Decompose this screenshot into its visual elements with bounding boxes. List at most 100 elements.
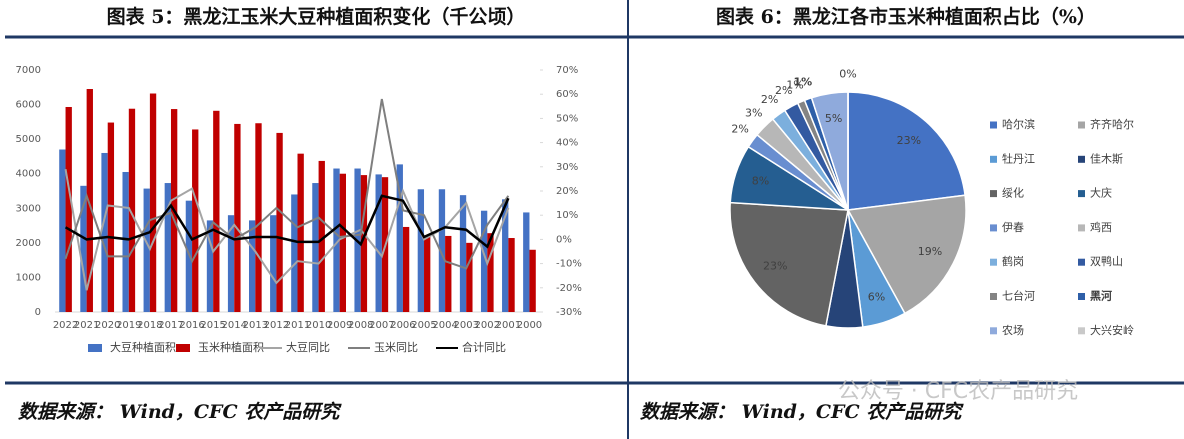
bar [213, 110, 220, 313]
data-label: 3% [745, 107, 762, 120]
x-tick-label: 2021 [74, 320, 99, 331]
legend-swatch [1078, 327, 1085, 335]
pie-slice [729, 201, 849, 327]
bar [417, 189, 425, 312]
legend-label: 大兴安岭 [1090, 323, 1134, 337]
legend-label: 合计同比 [462, 340, 506, 354]
data-label: 5% [825, 112, 842, 125]
bar [360, 175, 368, 312]
y2-tick-label: 40% [556, 138, 578, 149]
bar [270, 215, 277, 312]
bar [402, 226, 410, 312]
data-label: 19% [918, 245, 942, 258]
pie-slice [847, 91, 966, 211]
x-tick-label: 2004 [432, 320, 457, 331]
legend-swatch [990, 258, 997, 266]
legend-swatch [1078, 293, 1085, 300]
legend-swatch [990, 327, 997, 335]
x-tick-label: 2013 [243, 320, 268, 331]
x-tick-label: 2012 [264, 320, 289, 331]
legend-label: 鹤岗 [1002, 254, 1024, 268]
bar [375, 174, 382, 312]
x-tick-label: 2010 [306, 320, 331, 331]
data-label: 2% [731, 123, 748, 136]
x-tick-label: 2009 [327, 320, 352, 331]
x-tick-label: 2007 [369, 320, 394, 331]
legend-label: 佳木斯 [1090, 151, 1123, 165]
y2-tick-label: 0% [556, 234, 572, 245]
legend-swatch [990, 224, 997, 232]
legend-swatch [990, 190, 997, 198]
bar [466, 242, 473, 312]
bar [529, 249, 536, 312]
data-label: 1% [786, 79, 803, 92]
bar [291, 194, 298, 312]
legend-label: 鸡西 [1090, 220, 1112, 234]
x-tick-label: 2015 [200, 320, 225, 331]
bar [192, 129, 199, 312]
source: 数据来源： Wind，CFC 农产品研究 [18, 401, 342, 423]
x-tick-label: 2006 [390, 320, 415, 331]
y2-tick-label: -10% [556, 259, 582, 270]
bar [249, 220, 256, 312]
x-tick-label: 2022 [53, 320, 78, 331]
bar [59, 149, 66, 312]
legend-label: 牡丹江 [1002, 151, 1035, 165]
legend-swatch [990, 293, 997, 300]
x-tick-label: 2000 [517, 320, 542, 331]
line [64, 98, 510, 270]
legend-label: 农场 [1002, 323, 1024, 337]
data-label: 2% [775, 84, 792, 97]
legend-swatch [88, 344, 102, 352]
bar [312, 183, 319, 312]
y2-tick-label: 70% [556, 65, 578, 76]
legend-label: 哈尔滨 [1002, 117, 1035, 131]
legend-label: 大豆同比 [286, 340, 330, 354]
legend-swatch [990, 155, 997, 163]
bar [424, 235, 431, 312]
legend-label: 双鸭山 [1090, 255, 1123, 268]
data-label: 2% [761, 93, 778, 106]
legend-label: 大豆种植面积 [110, 340, 176, 354]
x-tick-label: 2003 [453, 320, 478, 331]
x-tick-label: 2016 [179, 320, 204, 331]
bar [318, 160, 325, 312]
bar [227, 215, 235, 312]
y-tick-label: 1000 [16, 272, 41, 283]
legend-label: 玉米同比 [374, 341, 418, 354]
y2-tick-label: 60% [556, 89, 578, 100]
y-tick-label: 7000 [16, 65, 41, 76]
bar [65, 106, 72, 313]
line [64, 194, 510, 249]
legend-swatch [176, 344, 190, 352]
bar [143, 188, 150, 312]
pie-slice [846, 194, 967, 315]
bar [122, 171, 129, 312]
data-label: 23% [897, 134, 921, 147]
chart-title: 图表 5：黑龙江玉米大豆种植面积变化（千公顷） [107, 5, 526, 28]
legend-label: 黑河 [1090, 289, 1112, 303]
data-label: 8% [752, 175, 769, 188]
data-label: 23% [763, 259, 787, 272]
bar [128, 108, 136, 312]
bar [255, 123, 262, 313]
bar [523, 212, 530, 312]
x-tick-label: 2019 [116, 320, 141, 331]
bar [396, 164, 403, 312]
legend-label: 伊春 [1002, 221, 1024, 234]
x-tick-label: 2008 [348, 320, 373, 331]
y-tick-label: 4000 [16, 169, 41, 180]
bar [276, 132, 283, 312]
legend-swatch [1078, 258, 1085, 266]
y2-tick-label: 20% [556, 186, 578, 197]
watermark: 公众号 · CFC农产品研究 [838, 379, 1078, 404]
legend-swatch [990, 121, 997, 129]
legend-label: 七台河 [1002, 289, 1035, 303]
bar [101, 152, 108, 312]
bar [508, 238, 515, 312]
x-tick-label: 2020 [95, 320, 120, 331]
x-tick-label: 2014 [222, 320, 247, 331]
x-tick-label: 2005 [411, 320, 436, 331]
